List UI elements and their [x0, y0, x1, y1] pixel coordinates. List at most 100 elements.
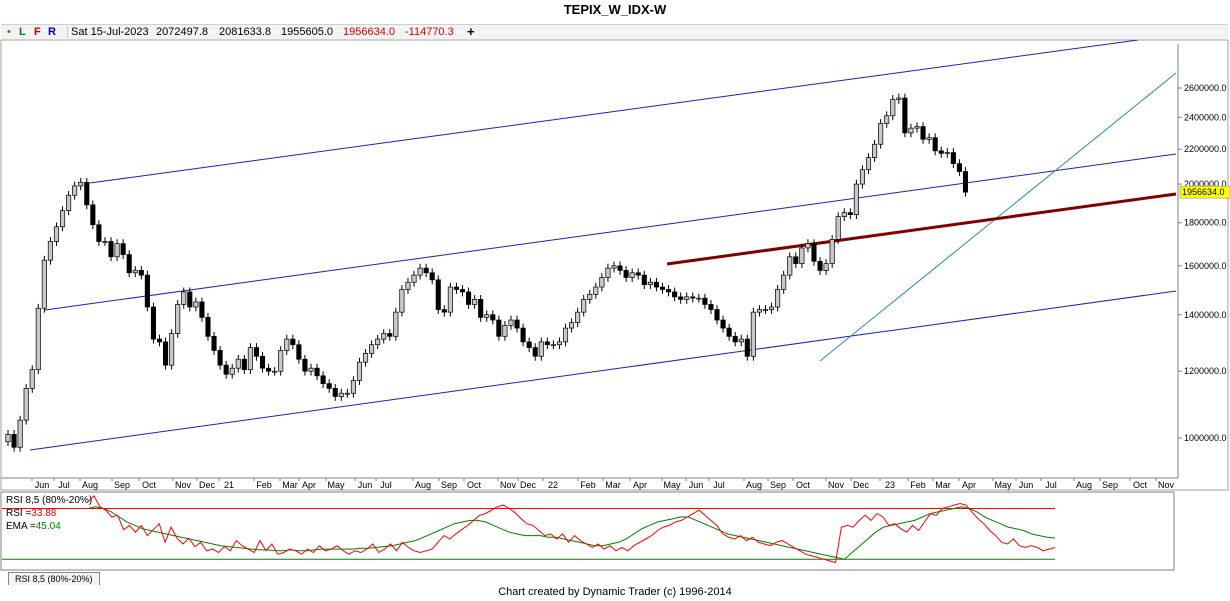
- candle-body: [714, 309, 720, 321]
- candle-body: [684, 296, 690, 300]
- ray-button[interactable]: R: [48, 26, 56, 38]
- price-tick-label: 1200000.0: [1184, 366, 1227, 376]
- candle-body: [775, 289, 781, 308]
- candle-body: [247, 347, 253, 371]
- ema-readout: EMA =45.04: [6, 521, 61, 532]
- line-button[interactable]: L: [19, 26, 26, 38]
- candle-body: [678, 296, 684, 300]
- rsi-series-name: RSI =: [6, 508, 31, 519]
- candle-body: [59, 210, 66, 228]
- candle-body: [23, 388, 29, 421]
- candle-body: [84, 181, 90, 206]
- candle-body: [847, 212, 853, 215]
- candle-body: [726, 327, 732, 337]
- candle-body: [175, 304, 181, 334]
- candle-body: [35, 307, 41, 371]
- candle-body: [672, 291, 678, 298]
- last-price-label: 1956634.0: [1182, 187, 1225, 197]
- time-tick-label: Feb: [256, 480, 272, 490]
- candle-body: [399, 289, 405, 313]
- candle-body: [272, 370, 278, 373]
- candle-body: [635, 272, 641, 276]
- footer-credit: Chart created by Dynamic Trader (c) 1996…: [498, 586, 732, 598]
- candle-body: [593, 286, 599, 295]
- time-tick-label: Sep: [1102, 480, 1118, 490]
- candle-body: [114, 243, 120, 258]
- time-tick-label: Nov: [500, 480, 517, 490]
- candle-body: [369, 344, 375, 354]
- candle-body: [823, 263, 829, 271]
- price-tick-label: 2600000.0: [1184, 83, 1227, 93]
- candle-body: [562, 327, 569, 343]
- ema-value: 45.04: [36, 521, 61, 532]
- candle-body: [690, 296, 696, 299]
- candle-body: [653, 281, 659, 288]
- candle-body: [459, 289, 466, 293]
- time-tick-label: 22: [548, 480, 558, 490]
- candle-body: [11, 434, 17, 448]
- candle-body: [629, 272, 635, 278]
- candle-body: [320, 375, 326, 384]
- candle-body: [962, 171, 969, 193]
- candle-body: [78, 181, 84, 187]
- time-tick-label: Nov: [1158, 480, 1175, 490]
- candle-body: [235, 358, 241, 369]
- candle-body: [738, 338, 744, 343]
- price-tick-label: 1600000.0: [1184, 261, 1227, 271]
- time-tick-label: 21: [224, 480, 234, 490]
- candle-body: [793, 256, 799, 264]
- time-tick-label: Dec: [853, 480, 870, 490]
- time-tick-label: Nov: [828, 480, 845, 490]
- candle-body: [805, 243, 811, 249]
- time-tick-label: Mar: [282, 480, 298, 490]
- candle-body: [90, 204, 96, 226]
- candle-body: [556, 341, 563, 346]
- candle-body: [623, 270, 629, 278]
- candle-body: [659, 286, 666, 290]
- time-tick-label: Nov: [175, 480, 192, 490]
- candle-body: [550, 344, 556, 347]
- time-tick-label: Sep: [441, 480, 457, 490]
- candle-body: [890, 99, 896, 117]
- candle-body: [702, 297, 708, 305]
- candle-body: [762, 309, 769, 311]
- candle-body: [544, 341, 550, 346]
- candle-body: [417, 267, 423, 276]
- time-tick-label: May: [327, 480, 345, 490]
- candle-body: [569, 322, 575, 329]
- bar-low: 1955605.0: [281, 26, 333, 38]
- candle-body: [902, 97, 908, 134]
- candle-body: [926, 137, 932, 140]
- time-tick-label: Mar: [605, 480, 621, 490]
- time-tick-label: Aug: [1076, 480, 1092, 490]
- candle-body: [296, 344, 302, 360]
- candle-body: [435, 279, 441, 310]
- candle-body: [453, 286, 459, 290]
- ema-series-name: EMA =: [6, 521, 36, 532]
- price-tick-label: 1000000.0: [1184, 433, 1227, 443]
- candle-body: [708, 304, 714, 310]
- candle-body: [423, 267, 429, 274]
- candle-body: [944, 152, 950, 154]
- channel-mid-line: [44, 153, 1177, 311]
- price-tick-label: 1800000.0: [1184, 218, 1227, 228]
- add-icon[interactable]: +: [467, 24, 475, 39]
- candle-body: [108, 241, 114, 258]
- candle-body: [914, 126, 920, 129]
- chart-area[interactable]: 1000000.0 1200000.0 1400000.0 1600000.0 1800…: [0, 40, 1230, 586]
- candle-body: [908, 127, 914, 134]
- candle-body: [411, 274, 417, 283]
- rsi-tab[interactable]: RSI 8,5 (80%-20%): [8, 572, 100, 585]
- candle-body: [478, 299, 484, 318]
- time-tick-label: Sep: [770, 480, 786, 490]
- candle-body: [490, 314, 496, 321]
- candle-body: [496, 319, 502, 337]
- candle-body: [787, 256, 793, 276]
- rsi-readout: RSI =33.88: [6, 508, 57, 519]
- candle-body: [865, 157, 872, 171]
- fib-button[interactable]: F: [34, 26, 41, 38]
- candle-body: [350, 380, 356, 394]
- time-tick-label: Feb: [580, 480, 596, 490]
- candle-body: [126, 254, 132, 274]
- candle-body: [47, 241, 53, 261]
